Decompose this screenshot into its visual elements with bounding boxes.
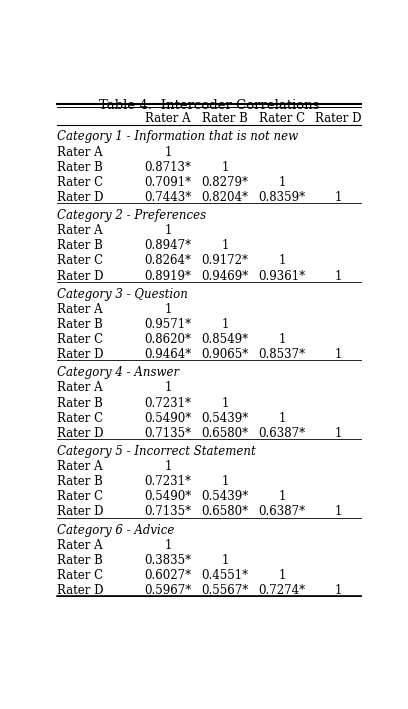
Text: Category 6 - Advice: Category 6 - Advice [57,524,175,537]
Text: 1: 1 [278,255,286,267]
Text: Rater D: Rater D [315,112,362,125]
Text: Rater D: Rater D [57,506,104,518]
Text: Table 4:  Intercoder Correlations: Table 4: Intercoder Correlations [99,99,319,112]
Text: 1: 1 [335,269,342,283]
Text: 1: 1 [278,569,286,582]
Text: 1: 1 [221,475,228,489]
Text: Rater C: Rater C [259,112,305,125]
Text: Rater A: Rater A [57,145,103,159]
Text: 0.9065*: 0.9065* [201,348,248,361]
Text: 0.7443*: 0.7443* [144,191,192,204]
Text: 0.7231*: 0.7231* [144,475,191,489]
Text: 0.8537*: 0.8537* [258,348,306,361]
Text: Rater A: Rater A [145,112,191,125]
Text: Rater C: Rater C [57,569,104,582]
Text: 0.7091*: 0.7091* [144,176,192,189]
Text: 0.8264*: 0.8264* [144,255,191,267]
Text: 0.4551*: 0.4551* [201,569,248,582]
Text: 0.6387*: 0.6387* [258,427,306,440]
Text: 0.6027*: 0.6027* [144,569,192,582]
Text: Rater D: Rater D [57,427,104,440]
Text: 0.8279*: 0.8279* [202,176,248,189]
Text: 1: 1 [221,161,228,174]
Text: 1: 1 [278,176,286,189]
Text: 1: 1 [164,381,172,394]
Text: 0.7135*: 0.7135* [144,427,192,440]
Text: 1: 1 [278,412,286,425]
Text: 0.7231*: 0.7231* [144,396,191,410]
Text: 1: 1 [278,333,286,346]
Text: Rater D: Rater D [57,348,104,361]
Text: 1: 1 [335,427,342,440]
Text: 0.9172*: 0.9172* [202,255,248,267]
Text: 0.6387*: 0.6387* [258,506,306,518]
Text: 1: 1 [278,491,286,503]
Text: 0.8204*: 0.8204* [202,191,248,204]
Text: Rater B: Rater B [57,161,103,174]
Text: 0.8549*: 0.8549* [201,333,248,346]
Text: Rater D: Rater D [57,269,104,283]
Text: 0.9469*: 0.9469* [201,269,248,283]
Text: 0.8620*: 0.8620* [144,333,191,346]
Text: 1: 1 [335,191,342,204]
Text: 1: 1 [164,224,172,238]
Text: 0.5567*: 0.5567* [201,584,248,597]
Text: Rater A: Rater A [57,224,103,238]
Text: 0.8947*: 0.8947* [144,240,192,252]
Text: 1: 1 [335,506,342,518]
Text: 0.9361*: 0.9361* [258,269,306,283]
Text: Rater C: Rater C [57,255,104,267]
Text: Rater A: Rater A [57,460,103,473]
Text: Category 3 - Question: Category 3 - Question [57,288,188,301]
Text: 0.6580*: 0.6580* [201,427,248,440]
Text: 0.5439*: 0.5439* [201,491,248,503]
Text: 0.5439*: 0.5439* [201,412,248,425]
Text: 0.8359*: 0.8359* [258,191,306,204]
Text: Rater D: Rater D [57,584,104,597]
Text: Category 4 - Answer: Category 4 - Answer [57,367,180,379]
Text: 1: 1 [335,348,342,361]
Text: 1: 1 [164,145,172,159]
Text: 0.7274*: 0.7274* [258,584,306,597]
Text: Rater B: Rater B [57,318,103,331]
Text: Rater A: Rater A [57,303,103,316]
Text: 0.5967*: 0.5967* [144,584,192,597]
Text: Category 1 - Information that is not new: Category 1 - Information that is not new [57,130,298,143]
Text: Rater B: Rater B [57,240,103,252]
Text: 0.8919*: 0.8919* [144,269,191,283]
Text: 1: 1 [221,318,228,331]
Text: 1: 1 [164,460,172,473]
Text: 0.9464*: 0.9464* [144,348,192,361]
Text: Rater C: Rater C [57,412,104,425]
Text: 0.3835*: 0.3835* [144,554,192,567]
Text: 0.7135*: 0.7135* [144,506,192,518]
Text: 1: 1 [221,554,228,567]
Text: Rater B: Rater B [57,475,103,489]
Text: 1: 1 [221,396,228,410]
Text: 0.5490*: 0.5490* [144,412,192,425]
Text: Rater D: Rater D [57,191,104,204]
Text: 1: 1 [164,539,172,552]
Text: Category 5 - Incorrect Statement: Category 5 - Incorrect Statement [57,445,256,458]
Text: Category 2 - Preferences: Category 2 - Preferences [57,209,206,222]
Text: 0.5490*: 0.5490* [144,491,192,503]
Text: Rater C: Rater C [57,491,104,503]
Text: Rater A: Rater A [57,539,103,552]
Text: Rater A: Rater A [57,381,103,394]
Text: Rater B: Rater B [57,554,103,567]
Text: Rater C: Rater C [57,176,104,189]
Text: 1: 1 [221,240,228,252]
Text: 1: 1 [335,584,342,597]
Text: Rater C: Rater C [57,333,104,346]
Text: 1: 1 [164,303,172,316]
Text: 0.6580*: 0.6580* [201,506,248,518]
Text: Rater B: Rater B [57,396,103,410]
Text: Rater B: Rater B [202,112,248,125]
Text: 0.8713*: 0.8713* [144,161,191,174]
Text: 0.9571*: 0.9571* [144,318,192,331]
